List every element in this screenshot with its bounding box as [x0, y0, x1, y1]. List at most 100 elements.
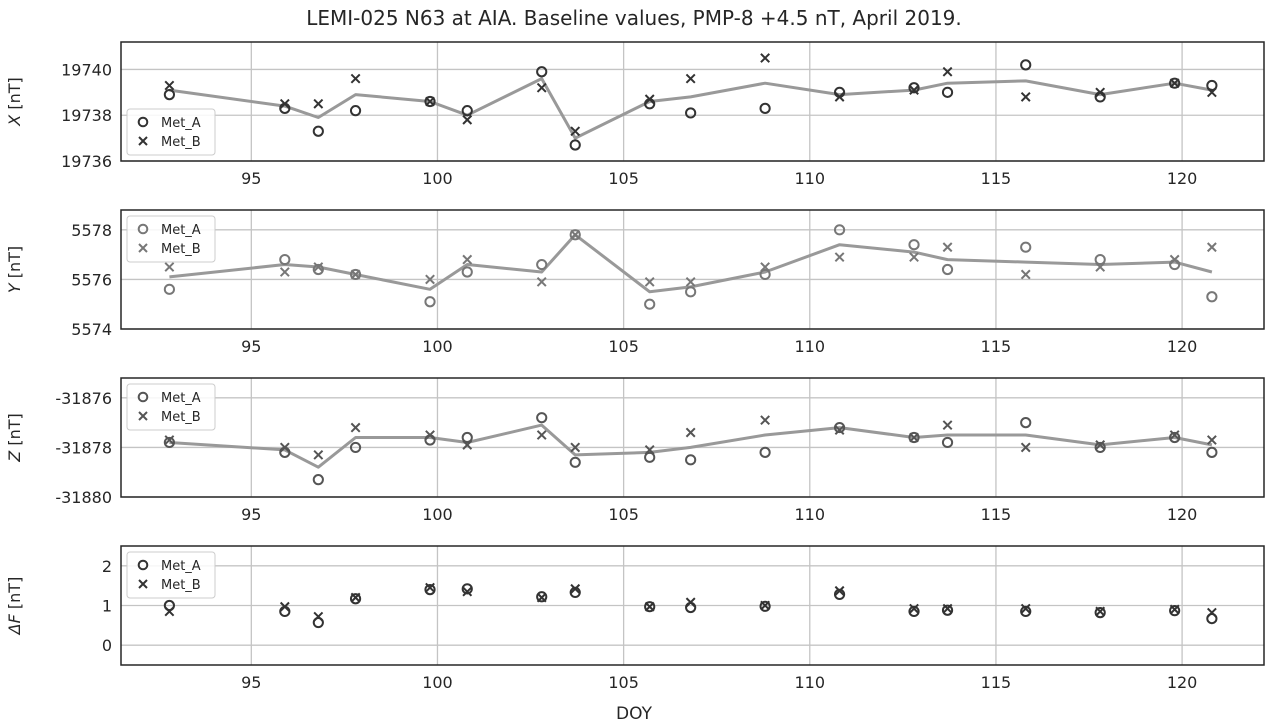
- marker-met-b: [313, 262, 324, 272]
- marker-met-b: [834, 425, 845, 435]
- marker-met-b: [536, 592, 547, 603]
- marker-met-b: [313, 98, 324, 109]
- marker-met-a: [461, 431, 473, 444]
- marker-met-a: [349, 593, 362, 605]
- legend-label: Met_A: [161, 116, 201, 131]
- x-tick-label: 95: [241, 337, 261, 356]
- x-tick-label: 120: [1167, 505, 1198, 524]
- series-line: [169, 233, 1213, 294]
- y-axis-label-symbol: Z: [5, 450, 24, 463]
- x-tick-label: 115: [981, 169, 1012, 188]
- marker-met-a: [163, 283, 176, 295]
- x-tick-label: 105: [608, 337, 639, 356]
- marker-met-b: [462, 254, 473, 265]
- marker-met-b: [313, 449, 324, 460]
- marker-met-a: [569, 456, 581, 468]
- x-tick-label: 95: [241, 169, 261, 188]
- legend-marker-met-a: [137, 391, 149, 403]
- marker-met-a: [424, 296, 436, 308]
- marker-met-a: [908, 431, 920, 444]
- marker-met-a: [644, 601, 656, 613]
- marker-met-b: [570, 442, 581, 453]
- y-tick-label: 5574: [71, 320, 112, 339]
- y-axis-label: Z [nT]: [5, 413, 24, 462]
- y-axis-label: ΔF [nT]: [5, 577, 24, 637]
- legend-marker-met-b: [138, 136, 148, 146]
- marker-met-a: [1169, 77, 1181, 89]
- marker-met-a: [163, 89, 176, 101]
- marker-met-a: [941, 604, 954, 616]
- marker-met-b: [313, 611, 324, 622]
- x-axis-label: DOY: [616, 704, 652, 724]
- marker-met-b: [942, 420, 953, 431]
- x-tick-label: 110: [795, 505, 826, 524]
- marker-met-b: [1206, 435, 1217, 445]
- x-tick-label: 100: [422, 169, 453, 188]
- marker-met-b: [1169, 430, 1180, 440]
- marker-met-b: [1020, 603, 1031, 614]
- y-tick-label: -31878: [55, 438, 112, 457]
- marker-met-b: [1095, 606, 1106, 617]
- marker-met-a: [569, 229, 581, 241]
- marker-met-b: [536, 430, 547, 440]
- marker-met-a: [536, 258, 548, 271]
- marker-met-b: [425, 430, 435, 440]
- marker-met-b: [425, 96, 435, 107]
- marker-met-a: [312, 125, 324, 137]
- marker-met-b: [685, 276, 696, 287]
- marker-met-b: [644, 276, 655, 287]
- marker-met-b: [1095, 87, 1106, 98]
- legend-marker-met-a: [137, 116, 149, 128]
- marker-met-b: [462, 440, 473, 450]
- marker-met-b: [909, 85, 919, 95]
- x-tick-label: 110: [795, 337, 826, 356]
- marker-met-a: [941, 436, 954, 449]
- marker-met-a: [163, 436, 176, 449]
- marker-met-b: [1095, 262, 1106, 272]
- legend-label: Met_B: [161, 410, 201, 425]
- legend-box: [126, 108, 216, 156]
- legend-marker-met-a: [137, 223, 149, 235]
- x-tick-label: 115: [981, 337, 1012, 356]
- marker-met-a: [1094, 607, 1106, 619]
- marker-met-a: [759, 268, 771, 281]
- marker-met-a: [536, 412, 548, 424]
- marker-met-b: [644, 444, 655, 455]
- x-tick-label: 110: [795, 673, 826, 692]
- y-axis-label-symbol: X: [5, 114, 24, 127]
- marker-met-b: [536, 276, 547, 287]
- y-tick-label: 19738: [61, 106, 112, 125]
- legend-label: Met_B: [161, 578, 201, 593]
- marker-met-b: [1020, 442, 1031, 453]
- marker-met-a: [349, 105, 362, 117]
- axes-frame: [120, 377, 1265, 498]
- marker-met-b: [834, 585, 845, 596]
- x-tick-label: 120: [1167, 169, 1198, 188]
- y-tick-label: -31880: [55, 488, 112, 507]
- marker-met-b: [760, 415, 771, 426]
- marker-met-b: [164, 435, 175, 445]
- legend-marker-met-b: [138, 579, 148, 589]
- y-tick-label: -31876: [55, 389, 112, 408]
- x-tick-label: 120: [1167, 337, 1198, 356]
- marker-met-b: [164, 262, 175, 272]
- marker-met-a: [644, 298, 656, 310]
- legend-label: Met_A: [161, 223, 201, 238]
- x-tick-label: 105: [608, 169, 639, 188]
- legend-marker-met-b: [138, 411, 148, 421]
- marker-met-a: [536, 66, 548, 78]
- series-line: [169, 77, 1213, 140]
- y-axis-label-symbol: ΔF: [5, 613, 24, 636]
- y-tick-label: 5578: [71, 221, 112, 240]
- marker-met-b: [164, 80, 175, 91]
- marker-met-b: [350, 592, 361, 603]
- marker-met-b: [279, 442, 290, 453]
- x-tick-label: 105: [608, 505, 639, 524]
- marker-met-a: [424, 95, 436, 108]
- marker-met-a: [685, 286, 697, 298]
- marker-met-a: [908, 239, 920, 251]
- marker-met-b: [279, 267, 290, 277]
- marker-met-b: [909, 432, 919, 443]
- marker-met-b: [834, 92, 845, 102]
